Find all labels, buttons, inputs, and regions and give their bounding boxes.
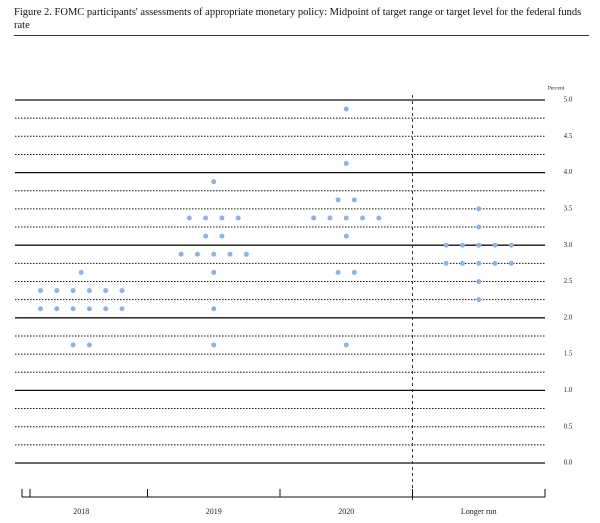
dot — [86, 306, 92, 312]
dot — [327, 215, 333, 221]
dot — [343, 106, 349, 112]
dot — [235, 215, 241, 221]
dot — [78, 269, 84, 275]
dot — [343, 161, 349, 167]
dot — [70, 342, 76, 348]
dot — [219, 233, 225, 239]
dot — [70, 288, 76, 294]
dot — [119, 288, 125, 294]
dot — [38, 288, 43, 294]
dot — [376, 215, 382, 221]
dot — [211, 251, 217, 257]
dot — [178, 251, 184, 257]
dot — [443, 260, 449, 266]
dot — [243, 251, 249, 257]
dot — [343, 233, 349, 239]
x-tick-label: Longer run — [461, 507, 497, 516]
dot — [86, 342, 92, 348]
dot — [119, 306, 125, 312]
dot — [203, 215, 209, 221]
dot — [103, 306, 109, 312]
dot — [343, 342, 349, 348]
dot — [508, 260, 514, 266]
y-tick-label: 5.0 — [564, 96, 573, 104]
dot — [70, 306, 76, 312]
dot — [351, 197, 357, 203]
dot — [211, 342, 217, 348]
dot — [203, 233, 209, 239]
y-tick-label: 1.5 — [564, 350, 573, 358]
dot — [343, 215, 349, 221]
dot — [194, 251, 200, 257]
dot — [476, 242, 482, 248]
dot — [38, 306, 43, 312]
y-axis-label: Percent — [548, 85, 565, 91]
dot — [476, 224, 482, 230]
dot — [476, 260, 482, 266]
dot — [476, 206, 482, 212]
dot — [227, 251, 233, 257]
y-tick-label: 3.0 — [564, 241, 573, 249]
chart-title: Figure 2. FOMC participants' assessments… — [14, 6, 589, 36]
dot — [186, 215, 192, 221]
dot — [211, 269, 217, 275]
dot — [443, 242, 449, 248]
dot — [492, 260, 498, 266]
dot — [351, 269, 357, 275]
dot — [476, 279, 482, 284]
y-tick-label: 4.0 — [564, 168, 573, 176]
y-tick-label: 2.0 — [564, 313, 573, 321]
x-tick-label: 2018 — [73, 507, 89, 516]
dot — [54, 288, 60, 294]
y-tick-label: 0.5 — [564, 422, 573, 430]
y-tick-label: 1.0 — [564, 386, 573, 394]
dot — [211, 306, 217, 312]
dot — [360, 215, 366, 221]
dot — [508, 242, 514, 248]
dot — [335, 197, 341, 203]
x-tick-label: 2020 — [338, 507, 354, 516]
dot — [476, 297, 482, 303]
dot — [103, 288, 109, 294]
dot — [459, 242, 465, 248]
x-tick-label: 2019 — [206, 507, 222, 516]
dot — [311, 215, 317, 221]
dot — [54, 306, 60, 312]
dot — [86, 288, 92, 294]
dot — [492, 242, 498, 248]
dot — [335, 269, 341, 275]
dot — [459, 260, 465, 266]
y-tick-label: 3.5 — [564, 205, 573, 213]
y-tick-label: 2.5 — [564, 277, 573, 285]
y-tick-label: 0.0 — [564, 459, 573, 467]
y-tick-label: 4.5 — [564, 132, 573, 140]
dot — [211, 179, 217, 185]
dot — [219, 215, 225, 221]
